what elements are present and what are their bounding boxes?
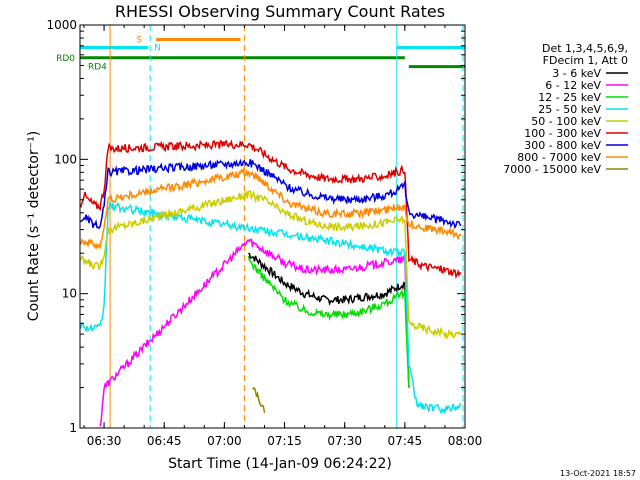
legend-label-7: 300 - 800 keV [524, 139, 601, 152]
legend-header-1: Det 1,3,4,5,6,9, [542, 42, 628, 55]
vertical-line-layer [109, 25, 464, 428]
x-axis-label: Start Time (14-Jan-09 06:24:22) [168, 456, 392, 472]
x-tick-label-5: 07:30 [327, 434, 362, 448]
y-axis-label: Count Rate (s⁻¹ detector⁻¹) [26, 131, 42, 321]
series-line-3 [247, 255, 410, 388]
legend-label-2: 6 - 12 keV [545, 79, 601, 92]
flag-label-s: S [136, 35, 142, 45]
series-line-2 [99, 238, 410, 427]
y-tick-label-1: 1 [69, 421, 77, 435]
legend-label-5: 50 - 100 keV [531, 115, 601, 128]
flag-label-n: N [154, 43, 161, 53]
flag-label-rd4: RD4 [88, 63, 107, 73]
series-layer [79, 138, 462, 427]
legend-label-4: 25 - 50 keV [538, 103, 601, 116]
legend-label-6: 100 - 300 keV [524, 127, 601, 140]
flag-layer: S N RD0 RD4 [56, 35, 465, 73]
flag-label-rd0: RD0 [56, 54, 75, 64]
series-line-8 [80, 166, 462, 250]
x-tick-label-3: 07:00 [207, 434, 242, 448]
legend-label-3: 12 - 25 keV [538, 91, 601, 104]
series-line-7 [79, 158, 462, 230]
y-tick-label-2: 10 [62, 287, 77, 301]
chart-title: RHESSI Observing Summary Count Rates [115, 2, 445, 21]
legend: Det 1,3,4,5,6,9,FDecim 1, Att 03 - 6 keV… [503, 42, 628, 176]
series-line-9 [251, 387, 266, 413]
x-tick-label-7: 08:00 [448, 434, 483, 448]
x-tick-label-6: 07:45 [388, 434, 423, 448]
legend-label-9: 7000 - 15000 keV [503, 163, 601, 176]
axis-layer: 06:30 06:45 07:00 07:15 07:30 07:45 08:00 1 10 10… [46, 18, 482, 448]
series-line-1 [248, 252, 410, 388]
plot-frame [79, 24, 466, 429]
x-tick-label-4: 07:15 [267, 434, 302, 448]
series-line-4 [79, 199, 462, 415]
y-tick-label-3: 100 [54, 152, 77, 166]
series-line-6 [79, 138, 462, 279]
footer-timestamp: 13-Oct-2021 18:57 [560, 469, 636, 478]
series-line-5 [79, 189, 462, 341]
x-tick-label-2: 06:45 [147, 434, 182, 448]
legend-header-2: FDecim 1, Att 0 [543, 54, 628, 67]
legend-label-1: 3 - 6 keV [552, 67, 601, 80]
y-tick-label-4: 1000 [46, 18, 77, 32]
legend-label-8: 800 - 7000 keV [517, 151, 601, 164]
x-tick-label-1: 06:30 [87, 434, 122, 448]
